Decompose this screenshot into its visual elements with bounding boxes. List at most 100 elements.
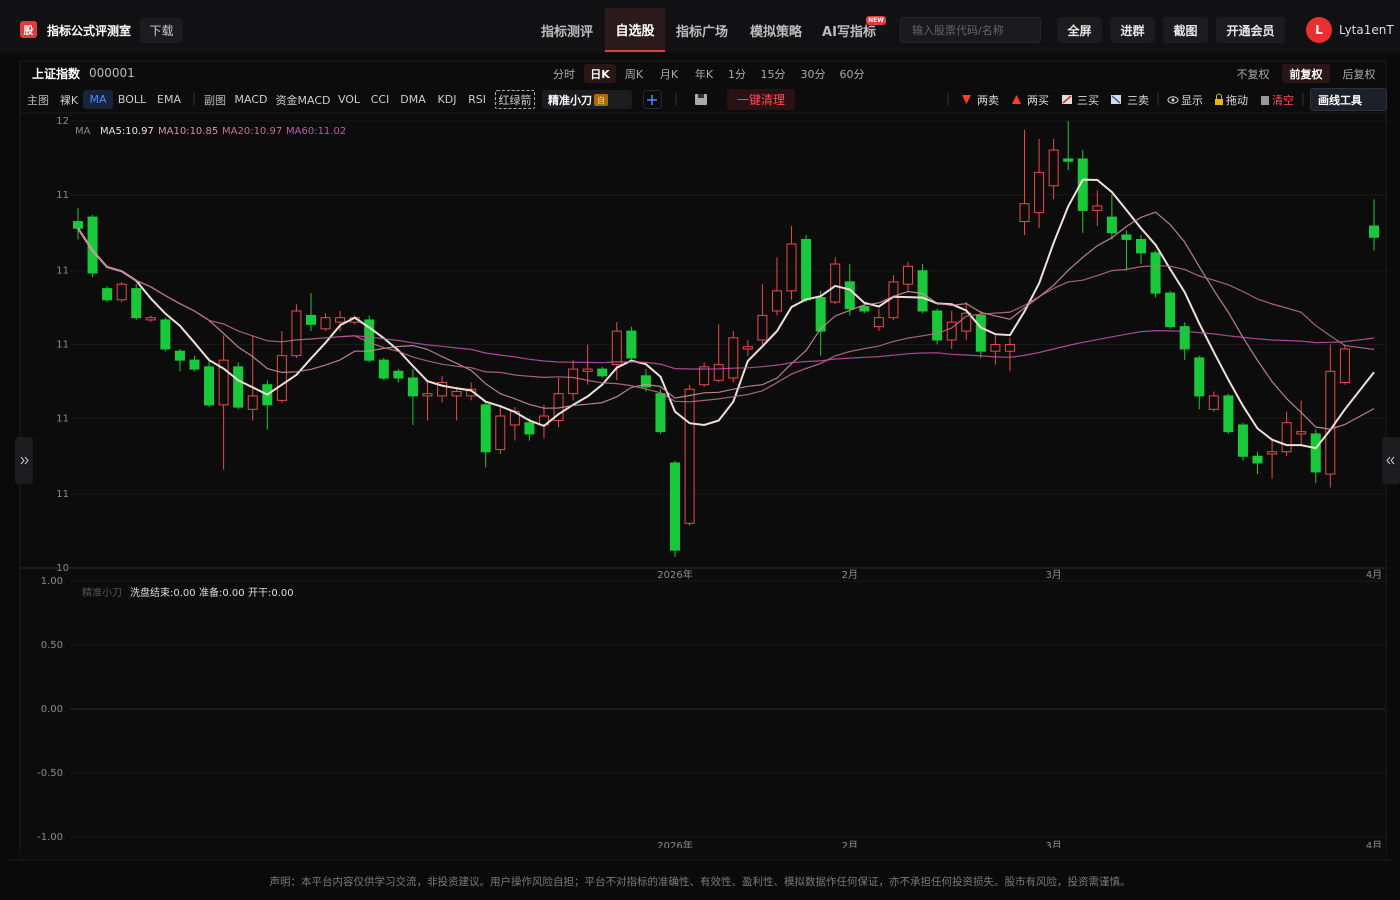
candle-body (859, 306, 870, 312)
candle-body (640, 375, 651, 388)
sub-indicator[interactable]: MACD (234, 93, 268, 106)
candle-body (233, 366, 244, 408)
candle-body (131, 288, 142, 319)
sub-indicator[interactable]: CCI (370, 93, 390, 106)
nav-item[interactable]: 自选股 (605, 8, 665, 52)
period-tab[interactable]: 分时 (553, 67, 575, 81)
candle-body (1106, 216, 1117, 234)
sub-indicator[interactable]: KDJ (437, 93, 457, 106)
candle-body (990, 344, 1001, 352)
x-tick-label: 4月 (1366, 569, 1382, 581)
candle-body (670, 462, 681, 551)
header-button[interactable]: 截图 (1163, 17, 1208, 43)
header-button[interactable]: 进群 (1110, 17, 1155, 43)
candle-body (1136, 238, 1147, 254)
chip-name: 精准小刀 (548, 93, 592, 107)
sub-indicator[interactable]: 资金MACD (275, 93, 331, 107)
nav-badge: NEW (866, 16, 886, 25)
ma-legend-item: MA5:10.97 (100, 126, 154, 137)
avatar[interactable]: L (1306, 17, 1332, 43)
x-tick-label: 3月 (1045, 569, 1061, 581)
y-tick-label: -1.00 (37, 832, 63, 843)
sub-indicator[interactable]: RSI (468, 93, 486, 106)
adjust-tab[interactable]: 不复权 (1236, 67, 1270, 81)
candle-body (422, 393, 433, 397)
username[interactable]: Lyta1enT (1339, 23, 1394, 37)
y-tick-label: 11 (56, 190, 69, 201)
save-icon (698, 94, 704, 98)
candle-body (1179, 326, 1190, 350)
nav-item[interactable]: 模拟策略 (749, 24, 802, 40)
period-tab[interactable]: 年K (694, 67, 714, 81)
header-button[interactable]: 全屏 (1057, 17, 1102, 43)
candle-body (1063, 158, 1074, 162)
chart-tool[interactable]: 显示 (1181, 93, 1203, 107)
candle-body (160, 319, 171, 350)
candle-body (582, 368, 593, 372)
logo-box (20, 21, 37, 38)
period-tab[interactable]: 15分 (760, 67, 786, 81)
candle-body (873, 317, 884, 328)
signal-toggle[interactable]: 两卖 (977, 93, 999, 107)
clear-all-button[interactable]: 一键清理 (727, 89, 795, 110)
candle-body (903, 265, 914, 285)
y-tick-label: 0.50 (41, 640, 63, 651)
y-tick-label: 11 (56, 413, 69, 424)
period-tab[interactable]: 1分 (728, 67, 746, 81)
main-indicator[interactable]: MA (83, 90, 113, 109)
period-tab[interactable]: 60分 (839, 67, 865, 81)
draw-tool-label: 画线工具 (1318, 93, 1362, 107)
chart-tool[interactable]: 清空 (1272, 93, 1294, 107)
adjust-tab[interactable]: 前复权 (1282, 64, 1330, 83)
add-icon (647, 95, 657, 105)
y-tick-label: -0.50 (37, 768, 63, 779)
adjust-tab[interactable]: 后复权 (1342, 67, 1376, 81)
signal-toggle[interactable]: 两买 (1027, 93, 1049, 107)
signal-toggle[interactable]: 三卖 (1127, 93, 1149, 107)
main-label: 主图 (27, 93, 49, 107)
candle-body (932, 310, 943, 341)
draw-tool-button[interactable] (1310, 88, 1387, 111)
candle-body (1092, 205, 1103, 211)
chart-tool[interactable]: 拖动 (1226, 93, 1248, 107)
candle-body (844, 281, 855, 310)
main-indicator[interactable]: 裸K (59, 93, 79, 107)
search-input[interactable]: 输入股票代码/名称 (900, 17, 1041, 43)
chart-panel (19, 60, 1387, 858)
download-button[interactable]: 下载 (140, 18, 183, 43)
y-tick-label: 1.00 (41, 576, 63, 587)
indicator-title: 精准小刀 (82, 586, 122, 599)
candle-body (466, 388, 477, 397)
candle-body (116, 283, 127, 301)
sell3-icon (1111, 95, 1121, 104)
candle-body (393, 370, 404, 379)
nav-item[interactable]: 指标广场 (675, 24, 728, 40)
candle-body (1310, 433, 1321, 473)
panel-bottom-mask (20, 848, 1386, 857)
period-tab[interactable]: 30分 (800, 67, 826, 81)
nav-item[interactable]: 指标测评 (540, 24, 593, 40)
candle-body (757, 314, 768, 341)
period-tab[interactable]: 月K (659, 67, 679, 81)
candle-body (961, 312, 972, 332)
ma-line (77, 178, 1375, 450)
candle-body (73, 221, 83, 229)
main-indicator[interactable]: EMA (157, 93, 181, 106)
ma-legend-item: MA20:10.97 (222, 126, 282, 137)
sub-indicator[interactable]: 红绿箭 (495, 90, 535, 109)
period-tab[interactable]: 周K (624, 67, 644, 81)
signal-toggle[interactable]: 三买 (1077, 93, 1099, 107)
sub-indicator[interactable]: VOL (337, 93, 361, 106)
buy-icon (1012, 95, 1021, 104)
header-button[interactable]: 开通会员 (1216, 17, 1285, 43)
sub-indicator[interactable]: DMA (400, 93, 426, 106)
candle-body (917, 270, 928, 312)
candle-body (145, 317, 156, 321)
nav-item[interactable]: AI写指标 (822, 24, 876, 40)
active-chip[interactable] (542, 90, 632, 109)
candle-body (1165, 292, 1176, 328)
add-button[interactable] (643, 90, 662, 109)
period-tab[interactable]: 日K (584, 64, 616, 83)
main-indicator[interactable]: BOLL (117, 93, 147, 106)
